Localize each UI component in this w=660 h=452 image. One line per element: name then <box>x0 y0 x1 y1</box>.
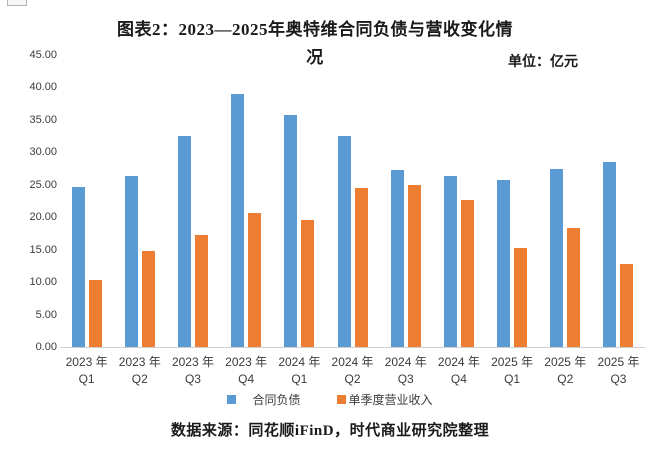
x-axis-label: 2023 年 Q2 <box>118 355 161 386</box>
bar-group <box>379 169 432 347</box>
quarterly-revenue-bar <box>194 235 208 347</box>
bar-group <box>326 135 379 347</box>
x-axis-label: 2024 年 Q4 <box>437 355 480 386</box>
legend-item-contract-liabilities: 合同负债 <box>227 391 301 408</box>
quarterly-revenue-bar <box>248 213 262 347</box>
x-axis-label: 2024 年 Q3 <box>384 355 427 386</box>
y-tick-label: 5.00 <box>35 308 57 321</box>
quarterly-revenue-bar <box>567 227 581 347</box>
legend: 合同负债 单季度营业收入 <box>0 391 660 408</box>
plot-area <box>60 55 645 348</box>
contract-liabilities-bar <box>231 93 245 347</box>
x-axis: 2023 年 Q1 2023 年 Q2 2023 年 Q3 2023 年 Q4 2024 年 Q1… <box>60 351 645 388</box>
legend-label-contract-liabilities: 合同负债 <box>252 393 301 407</box>
quarterly-revenue-bar <box>620 263 634 347</box>
x-axis-label: 2025 年 Q1 <box>491 355 534 386</box>
y-tick-label: 40.00 <box>29 81 57 94</box>
unit-label: 单位：亿元 <box>508 55 578 70</box>
y-tick-label: 15.00 <box>29 243 57 256</box>
contract-liabilities-bar <box>284 115 298 347</box>
legend-swatch-orange-icon <box>336 395 346 404</box>
quarterly-revenue-bar <box>354 188 368 347</box>
legend-swatch-blue-icon <box>227 395 237 404</box>
y-tick-label: 45.00 <box>29 49 57 61</box>
quarterly-revenue-bar <box>514 248 528 347</box>
x-axis-label: 2024 年 Q1 <box>278 355 321 386</box>
contract-liabilities-bar <box>177 135 191 347</box>
quarterly-revenue-bar <box>141 251 155 347</box>
contract-liabilities-bar <box>603 162 617 347</box>
y-tick-label: 10.00 <box>29 276 57 289</box>
y-axis: 45.00 40.00 35.00 30.00 25.00 20.00 15.00 10.00… <box>18 49 57 353</box>
bar-group <box>486 180 539 347</box>
chart-title-line1: 图表2：2023—2025年奥特维合同负债与营收变化情 <box>117 20 513 39</box>
x-axis-label: 2023 年 Q4 <box>225 355 268 386</box>
bar-group <box>220 93 273 347</box>
contract-liabilities-bar <box>443 176 457 347</box>
contract-liabilities-bar <box>550 168 564 347</box>
chart-title: 图表2：2023—2025年奥特维合同负债与营收变化情 况 <box>85 16 545 72</box>
x-axis-label: 2025 年 Q3 <box>597 355 640 386</box>
bar-group <box>273 115 326 347</box>
x-axis-label: 2024 年 Q2 <box>331 355 374 386</box>
bar-groups <box>60 55 645 347</box>
x-axis-label: 2023 年 Q3 <box>171 355 214 386</box>
y-tick-label: 20.00 <box>29 211 57 224</box>
quarterly-revenue-bar <box>301 219 315 347</box>
y-tick-label: 30.00 <box>29 146 57 159</box>
chart-title-line2: 况 <box>306 48 324 67</box>
contract-liabilities-bar <box>390 169 404 347</box>
bar-group <box>166 135 219 347</box>
bar-group <box>113 175 166 347</box>
quarterly-revenue-bar <box>460 199 474 347</box>
x-axis-label: 2023 年 Q1 <box>65 355 108 386</box>
y-tick-label: 25.00 <box>29 178 57 191</box>
bar-group <box>60 187 113 347</box>
x-axis-label: 2025 年 Q2 <box>544 355 587 386</box>
source-note: 数据来源：同花顺iFinD，时代商业研究院整理 <box>170 423 490 439</box>
quarterly-revenue-bar <box>88 280 102 347</box>
screenshot-edge-artifact <box>7 0 27 6</box>
contract-liabilities-bar <box>71 187 85 347</box>
legend-item-quarterly-revenue: 单季度营业收入 <box>336 391 433 408</box>
legend-label-quarterly-revenue: 单季度营业收入 <box>348 393 433 407</box>
y-tick-label: 0.00 <box>35 341 57 353</box>
bar-group <box>432 176 485 347</box>
contract-liabilities-bar <box>497 180 511 347</box>
contract-liabilities-bar <box>124 175 138 347</box>
bar-group <box>592 162 645 347</box>
contract-liabilities-bar <box>337 135 351 347</box>
quarterly-revenue-bar <box>407 184 421 347</box>
bar-group <box>539 168 592 347</box>
y-tick-label: 35.00 <box>29 113 57 126</box>
